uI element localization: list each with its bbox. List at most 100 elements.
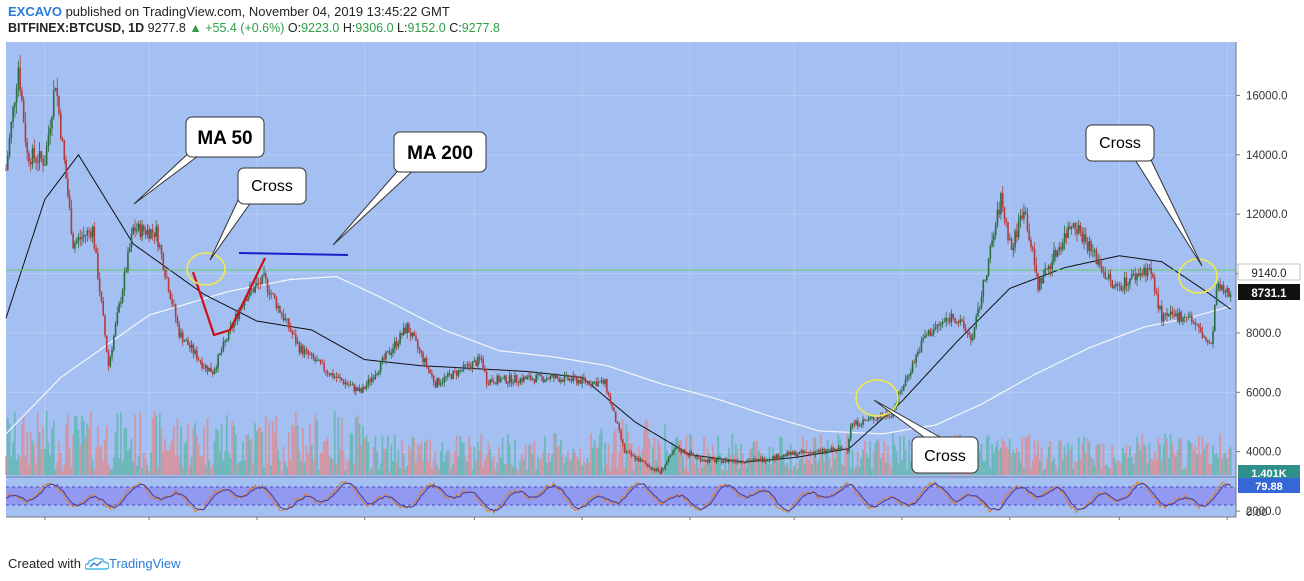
volume-bar [805,441,808,475]
volume-bar [452,463,455,475]
btc-chart[interactable]: MA 50 Cross MA 200 Cross Cross 2000.0 400… [0,0,1304,520]
volume-bar [1109,467,1112,475]
candle-body [8,138,11,156]
volume-bar [91,460,94,475]
volume-bar [839,439,842,475]
volume-bar [756,439,758,475]
candle-body [862,419,864,425]
candle-body [1118,284,1121,286]
candle-body [544,379,546,382]
volume-bar [1031,459,1034,475]
volume-bar [238,461,241,475]
candle-body [1229,294,1232,297]
volume-bar [865,454,868,475]
volume-bar [796,469,799,475]
candle-body [1139,273,1142,276]
candle-body [1203,336,1205,338]
callout-ma200[interactable]: MA 200 [393,131,487,173]
volume-bar [560,440,562,475]
candle-body [111,349,113,357]
volume-bar [369,470,371,475]
volume-bar [844,451,847,475]
volume-bar [775,454,778,475]
candle-body [185,339,188,341]
up-arrow-icon: ▲ [189,21,202,35]
volume-bar [1070,445,1073,475]
time-axis[interactable]: 2018MarMayJulSepNov2019MarMayJulSepNov [32,517,1238,520]
volume-bar [487,441,490,475]
author-name[interactable]: EXCAVO [8,4,62,19]
volume-bar [653,437,656,475]
volume-bar [1007,449,1009,475]
volume-bar [1049,441,1052,475]
cross-circle-2[interactable] [855,379,899,417]
volume-bar [484,459,486,475]
candle-body [15,88,18,103]
candle-body [263,273,265,275]
cross-circle-1[interactable] [186,252,226,286]
callout-cross-2[interactable]: Cross [911,436,979,474]
candle-body [920,340,923,352]
volume-bar [1010,454,1013,475]
callout-ma50[interactable]: MA 50 [185,116,265,158]
candle-body [1030,240,1032,248]
volume-bar [823,462,826,475]
candle-body [113,335,115,350]
candle-body [902,386,905,391]
trendline[interactable] [238,252,349,256]
candle-body [344,382,347,385]
candle-body [210,367,212,373]
candle-body [918,351,921,353]
candle-body [650,467,652,470]
price-axis[interactable]: 2000.04000.06000.08000.010000.012000.014… [1236,90,1288,518]
volume-bar [220,424,223,475]
callout-pointer-ma50 [133,149,207,205]
volume-bar [528,445,531,475]
candle-body [869,417,871,419]
volume-bar [261,432,264,475]
volume-bar [346,461,348,475]
volume-bar [213,440,216,475]
volume-bar [234,434,237,475]
candle-body [219,353,221,355]
candle-body [1102,271,1105,273]
volume-bar [1130,456,1133,475]
candle-body [469,366,472,369]
candle-body [1215,288,1218,305]
candle-body [950,313,953,323]
candle-body [1092,251,1094,252]
volume-bar [1044,468,1047,475]
volume-bar [770,465,773,475]
callout-cross-3[interactable]: Cross [1085,124,1155,162]
volume-bar [1171,443,1174,475]
candle-body [1146,268,1149,277]
candle-body [22,100,25,123]
callout-cross-1[interactable]: Cross [237,167,307,205]
volume-bar [355,417,357,475]
label-ma: 8731.1 [1238,284,1300,300]
candle-body [376,373,378,375]
candle-body [634,455,636,460]
volume-bar [162,451,165,475]
volume-bar [542,451,545,475]
volume-bar [210,469,212,475]
tradingview-logo[interactable]: TradingView [84,556,181,571]
candle-body [1187,317,1190,319]
candle-body [758,458,760,460]
candle-body [782,454,785,457]
volume-bar [491,460,493,475]
candle-body [1053,250,1055,262]
volume-bar [515,468,518,475]
candle-body [811,452,813,453]
candle-body [706,459,709,463]
candle-body [614,411,617,423]
volume-bar [436,464,439,475]
volume-bar [8,423,11,475]
volume-bar [1187,440,1190,475]
candle-body [123,272,126,291]
candle-body [722,461,725,463]
volume-bar [1169,433,1172,475]
candle-body [452,370,454,379]
candle-body [1100,265,1103,272]
candle-body [936,324,939,328]
